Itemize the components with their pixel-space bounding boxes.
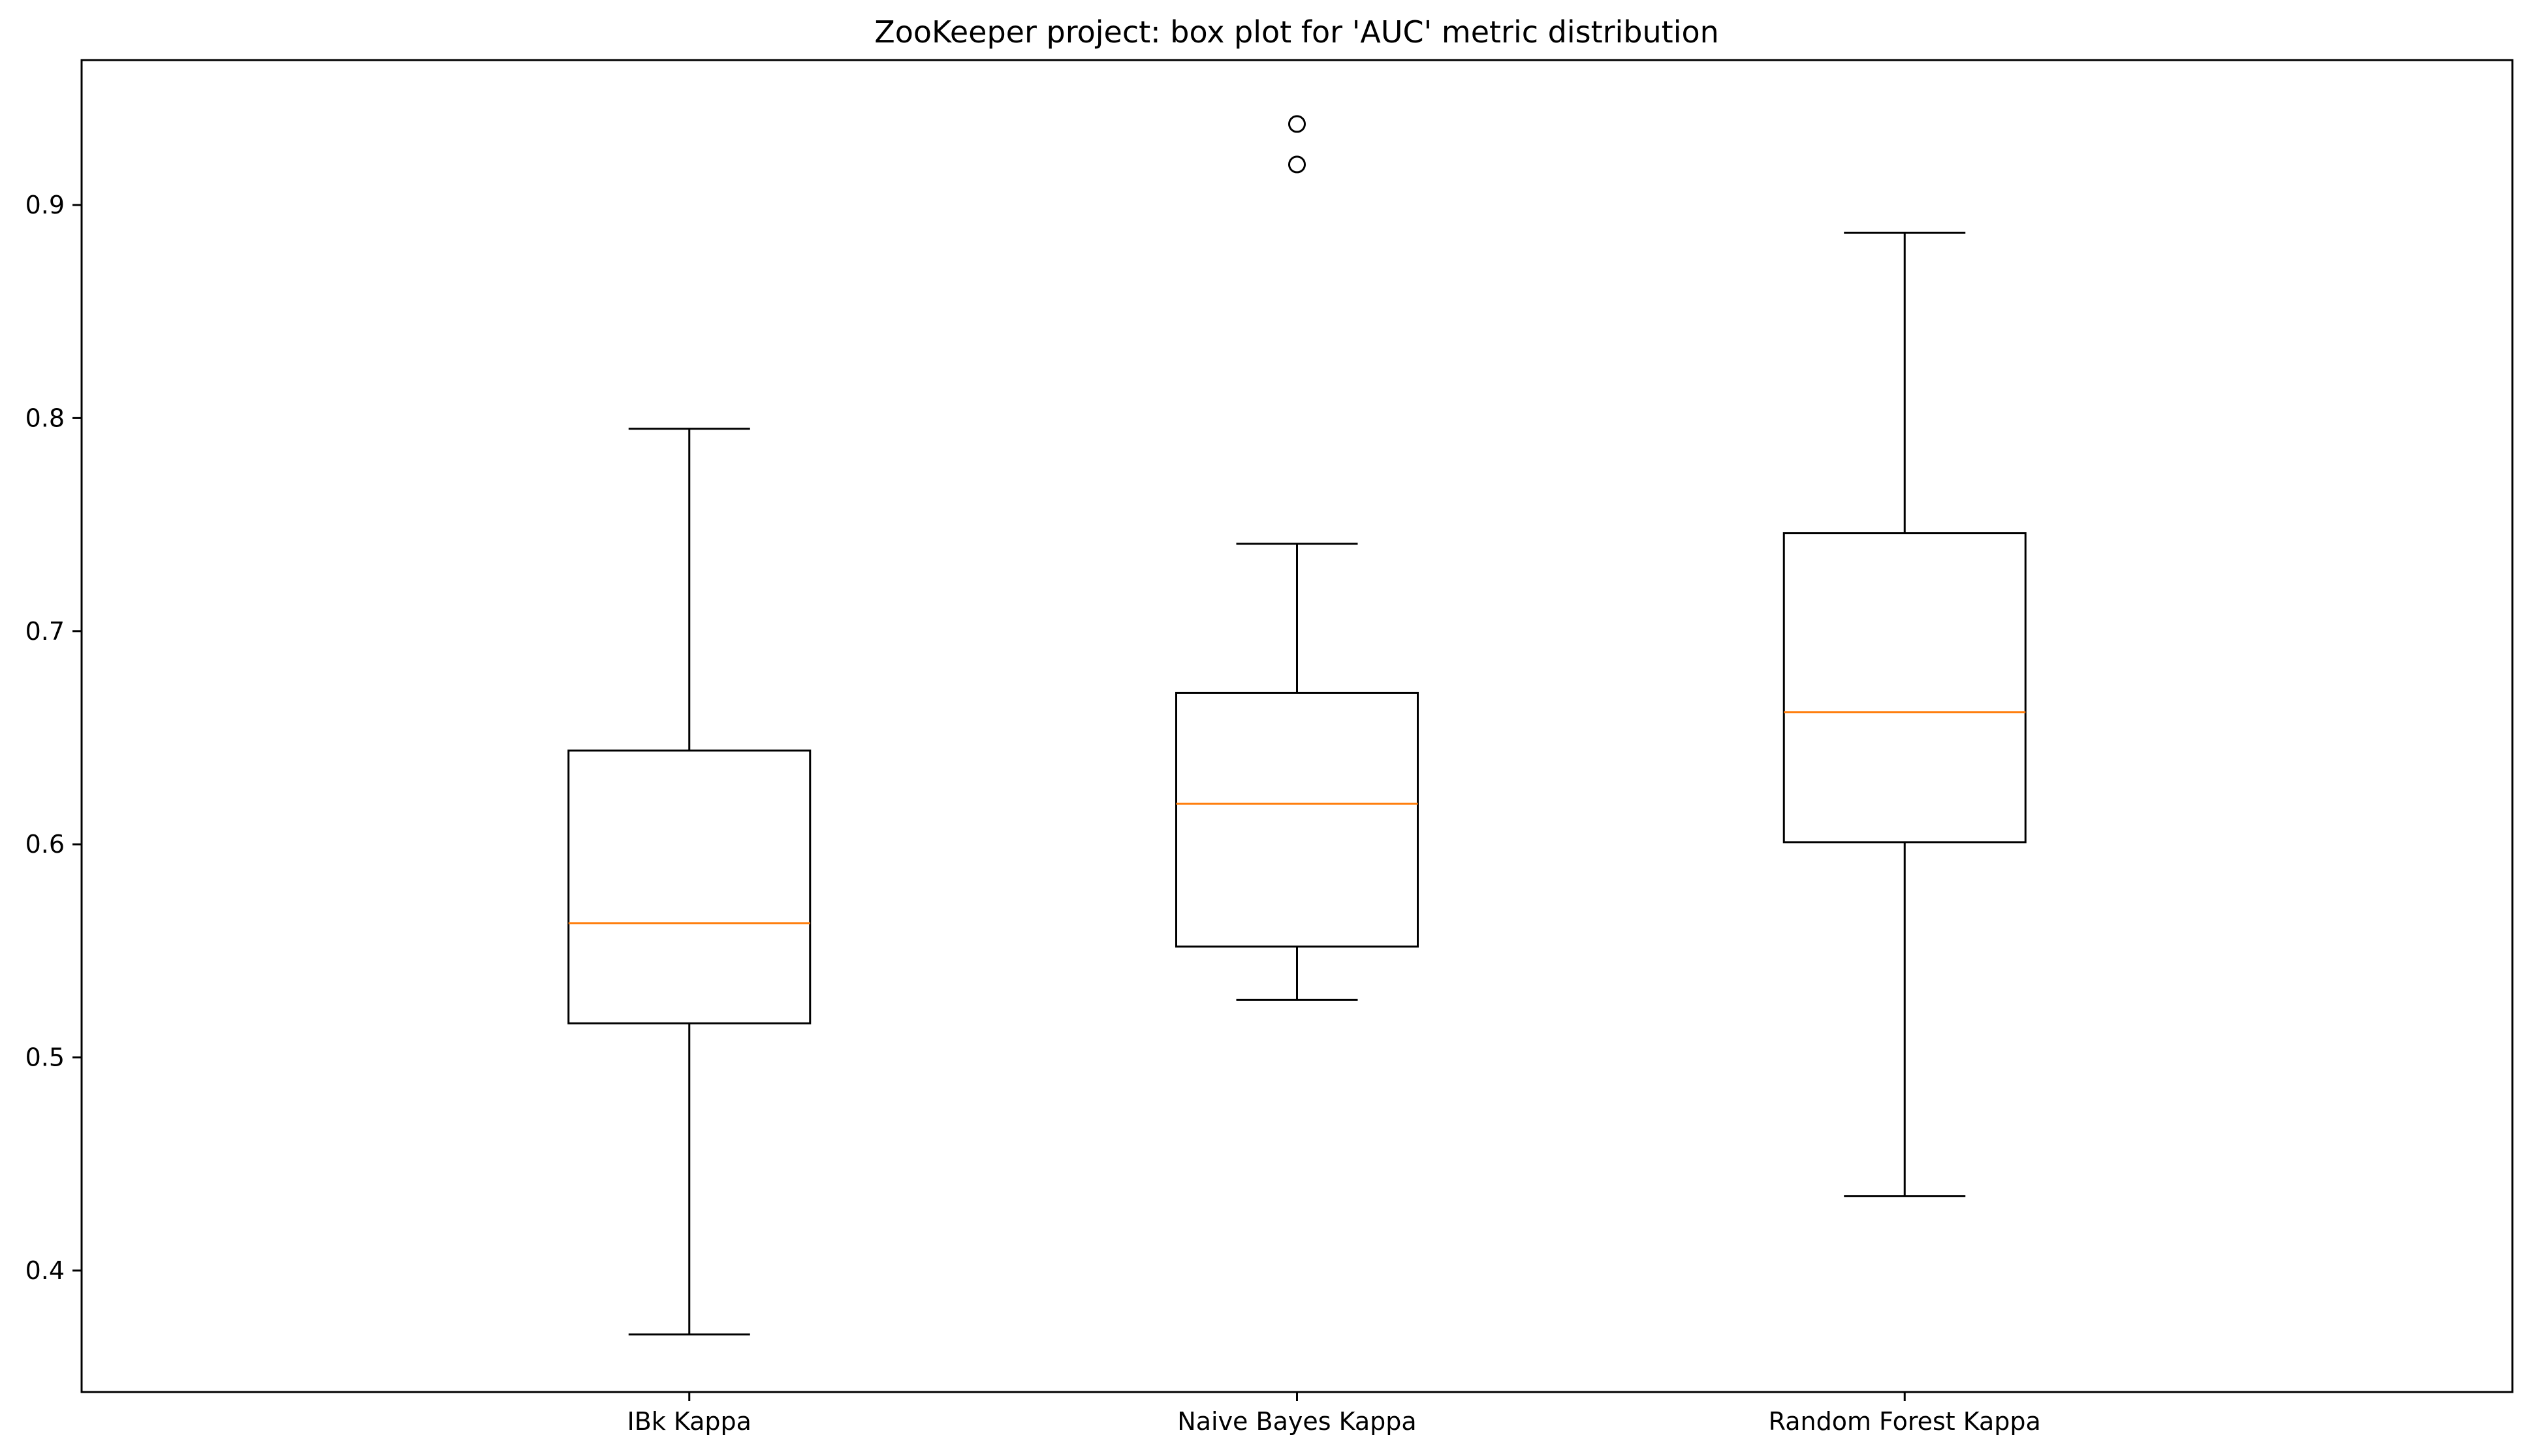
x-tick-label: Naive Bayes Kappa [1177,1407,1416,1436]
box-group [1782,231,2027,1197]
y-tick-label: 0.8 [25,404,65,432]
interquartile-box [567,750,812,1024]
y-tick-label: 0.6 [25,830,65,859]
outlier-point [1288,155,1306,174]
chart-title: ZooKeeper project: box plot for 'AUC' me… [874,14,1719,50]
y-axis: 0.4 0.5 0.6 0.7 0.8 0.9 [25,191,82,1285]
y-tick-label: 0.7 [25,617,65,646]
plot-area [567,115,2027,1336]
box-group [1175,115,1419,1001]
interquartile-box [1175,691,1419,948]
x-tick-label: IBk Kappa [627,1407,751,1436]
outlier-point [1288,115,1306,133]
interquartile-box [1782,532,2027,844]
y-tick-label: 0.5 [25,1043,65,1072]
y-tick-label: 0.4 [25,1256,65,1285]
x-axis: IBk Kappa Naive Bayes Kappa Random Forest … [627,1392,2041,1436]
box-group [567,428,812,1336]
x-tick-label: Random Forest Kappa [1769,1407,2041,1436]
y-tick-label: 0.9 [25,191,65,219]
